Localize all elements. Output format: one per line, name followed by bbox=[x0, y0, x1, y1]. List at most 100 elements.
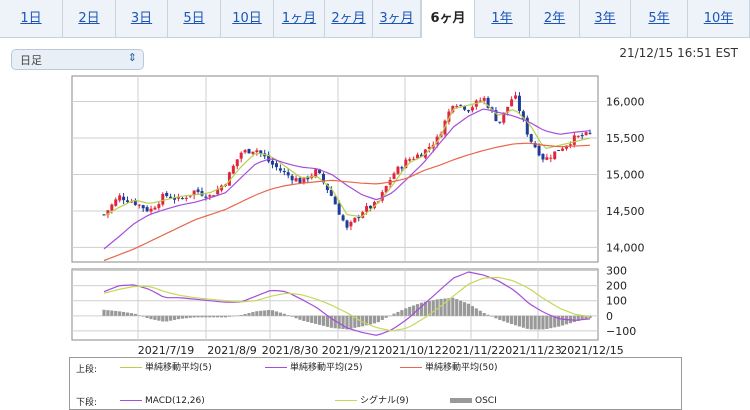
osci-bar bbox=[510, 315, 514, 325]
candle-body bbox=[361, 212, 365, 218]
osci-bar bbox=[506, 315, 510, 323]
osci-bar bbox=[345, 315, 349, 330]
osci-bar bbox=[247, 313, 251, 316]
osci-bar bbox=[580, 315, 584, 321]
osci-bar bbox=[306, 315, 310, 322]
candle-body bbox=[353, 217, 357, 223]
candle-body bbox=[286, 172, 290, 176]
candle-body bbox=[435, 136, 439, 145]
osci-bar bbox=[447, 298, 451, 316]
x-tick-label: 2021/12/15 bbox=[560, 344, 623, 357]
legend-item-signal: シグナル(9) bbox=[335, 395, 409, 407]
candle-body bbox=[306, 176, 310, 180]
osci-bar bbox=[431, 300, 435, 316]
osci-bar bbox=[572, 315, 576, 323]
candle-body bbox=[204, 196, 208, 198]
candle-body bbox=[521, 111, 525, 119]
osci-bar bbox=[110, 310, 114, 316]
osci-bar bbox=[521, 315, 525, 328]
tab-6[interactable]: 1ヶ月 bbox=[274, 0, 325, 38]
osci-bar bbox=[466, 303, 471, 316]
candle-body bbox=[318, 169, 322, 174]
candle-body bbox=[157, 204, 161, 208]
candle-body bbox=[325, 183, 329, 191]
osci-bar bbox=[165, 315, 169, 322]
osci-bar bbox=[106, 310, 110, 316]
candle-body bbox=[196, 189, 200, 192]
candle-body bbox=[463, 105, 467, 110]
osci-bar bbox=[588, 315, 592, 319]
tab-9[interactable]: 6ヶ月 bbox=[421, 0, 475, 39]
candle-body bbox=[412, 158, 416, 160]
osci-bar bbox=[333, 315, 337, 329]
candle-body bbox=[486, 97, 490, 108]
legend-upper-label: 上段: bbox=[76, 365, 98, 375]
osci-bar bbox=[137, 315, 141, 316]
candle-body bbox=[110, 204, 114, 211]
candle-body bbox=[290, 175, 294, 181]
osci-bar bbox=[560, 315, 565, 326]
x-tick-label: 2021/11/23 bbox=[498, 344, 561, 357]
tab-13[interactable]: 5年 bbox=[631, 0, 688, 38]
candle-body bbox=[220, 185, 224, 191]
candle-body bbox=[122, 196, 126, 201]
osci-bar bbox=[251, 312, 255, 316]
osci-bar bbox=[341, 315, 345, 330]
candle-body bbox=[345, 220, 349, 228]
osci-bar bbox=[317, 315, 322, 325]
osci-bar bbox=[133, 313, 137, 316]
osci-bar bbox=[376, 315, 380, 323]
tab-12[interactable]: 3年 bbox=[580, 0, 631, 38]
osci-bar bbox=[490, 315, 494, 317]
osci-bar bbox=[537, 315, 541, 330]
tab-7[interactable]: 2ヶ月 bbox=[325, 0, 373, 38]
candle-body bbox=[180, 198, 184, 200]
osci-bar bbox=[321, 315, 326, 326]
candle-body bbox=[419, 154, 423, 157]
candle-body bbox=[298, 178, 302, 184]
osci-bar bbox=[157, 315, 161, 321]
candle-body bbox=[278, 168, 282, 171]
tab-5[interactable]: 10日 bbox=[221, 0, 274, 38]
osci-bar bbox=[529, 315, 533, 330]
osci-bar bbox=[180, 315, 184, 319]
main-y-tick-label: 14,000 bbox=[606, 241, 645, 254]
osci-bar bbox=[372, 315, 377, 324]
osci-bar bbox=[549, 315, 553, 329]
candle-body bbox=[529, 134, 533, 142]
candle-body bbox=[384, 185, 388, 193]
tab-10[interactable]: 1年 bbox=[475, 0, 530, 38]
osci-bar bbox=[208, 315, 212, 318]
tab-3[interactable]: 3日 bbox=[116, 0, 168, 38]
osci-bar bbox=[274, 311, 279, 316]
osci-bar bbox=[470, 306, 475, 316]
tab-8[interactable]: 3ヶ月 bbox=[373, 0, 421, 38]
candle-body bbox=[184, 197, 188, 199]
osci-bar bbox=[384, 315, 388, 318]
tab-4[interactable]: 5日 bbox=[168, 0, 221, 38]
osci-bar bbox=[325, 315, 330, 327]
osci-bar bbox=[486, 314, 490, 316]
osci-bar bbox=[263, 310, 267, 316]
legend-row-upper: 上段: 単純移動平均(5) 単純移動平均(25) 単純移動平均(50) bbox=[70, 360, 681, 376]
candle-body bbox=[400, 167, 404, 169]
candle-period-select[interactable]: 日足 ⇕ bbox=[11, 49, 144, 70]
candle-body bbox=[549, 157, 553, 159]
osci-bar bbox=[169, 315, 173, 321]
candle-body bbox=[498, 121, 502, 123]
tab-1[interactable]: 1日 bbox=[0, 0, 63, 38]
x-tick-label: 2021/8/30 bbox=[262, 344, 318, 357]
candle-body bbox=[102, 214, 106, 216]
osci-bar bbox=[243, 313, 247, 316]
osci-bar bbox=[451, 297, 455, 316]
tab-11[interactable]: 2年 bbox=[530, 0, 580, 38]
osci-bar bbox=[302, 315, 306, 321]
candle-body bbox=[451, 105, 455, 113]
tab-2[interactable]: 2日 bbox=[63, 0, 116, 38]
candle-body bbox=[408, 159, 412, 161]
osci-bar bbox=[541, 315, 545, 330]
candle-body bbox=[255, 150, 259, 153]
osci-bar bbox=[423, 301, 427, 316]
osci-bar bbox=[239, 314, 243, 316]
osci-bar bbox=[349, 315, 353, 329]
